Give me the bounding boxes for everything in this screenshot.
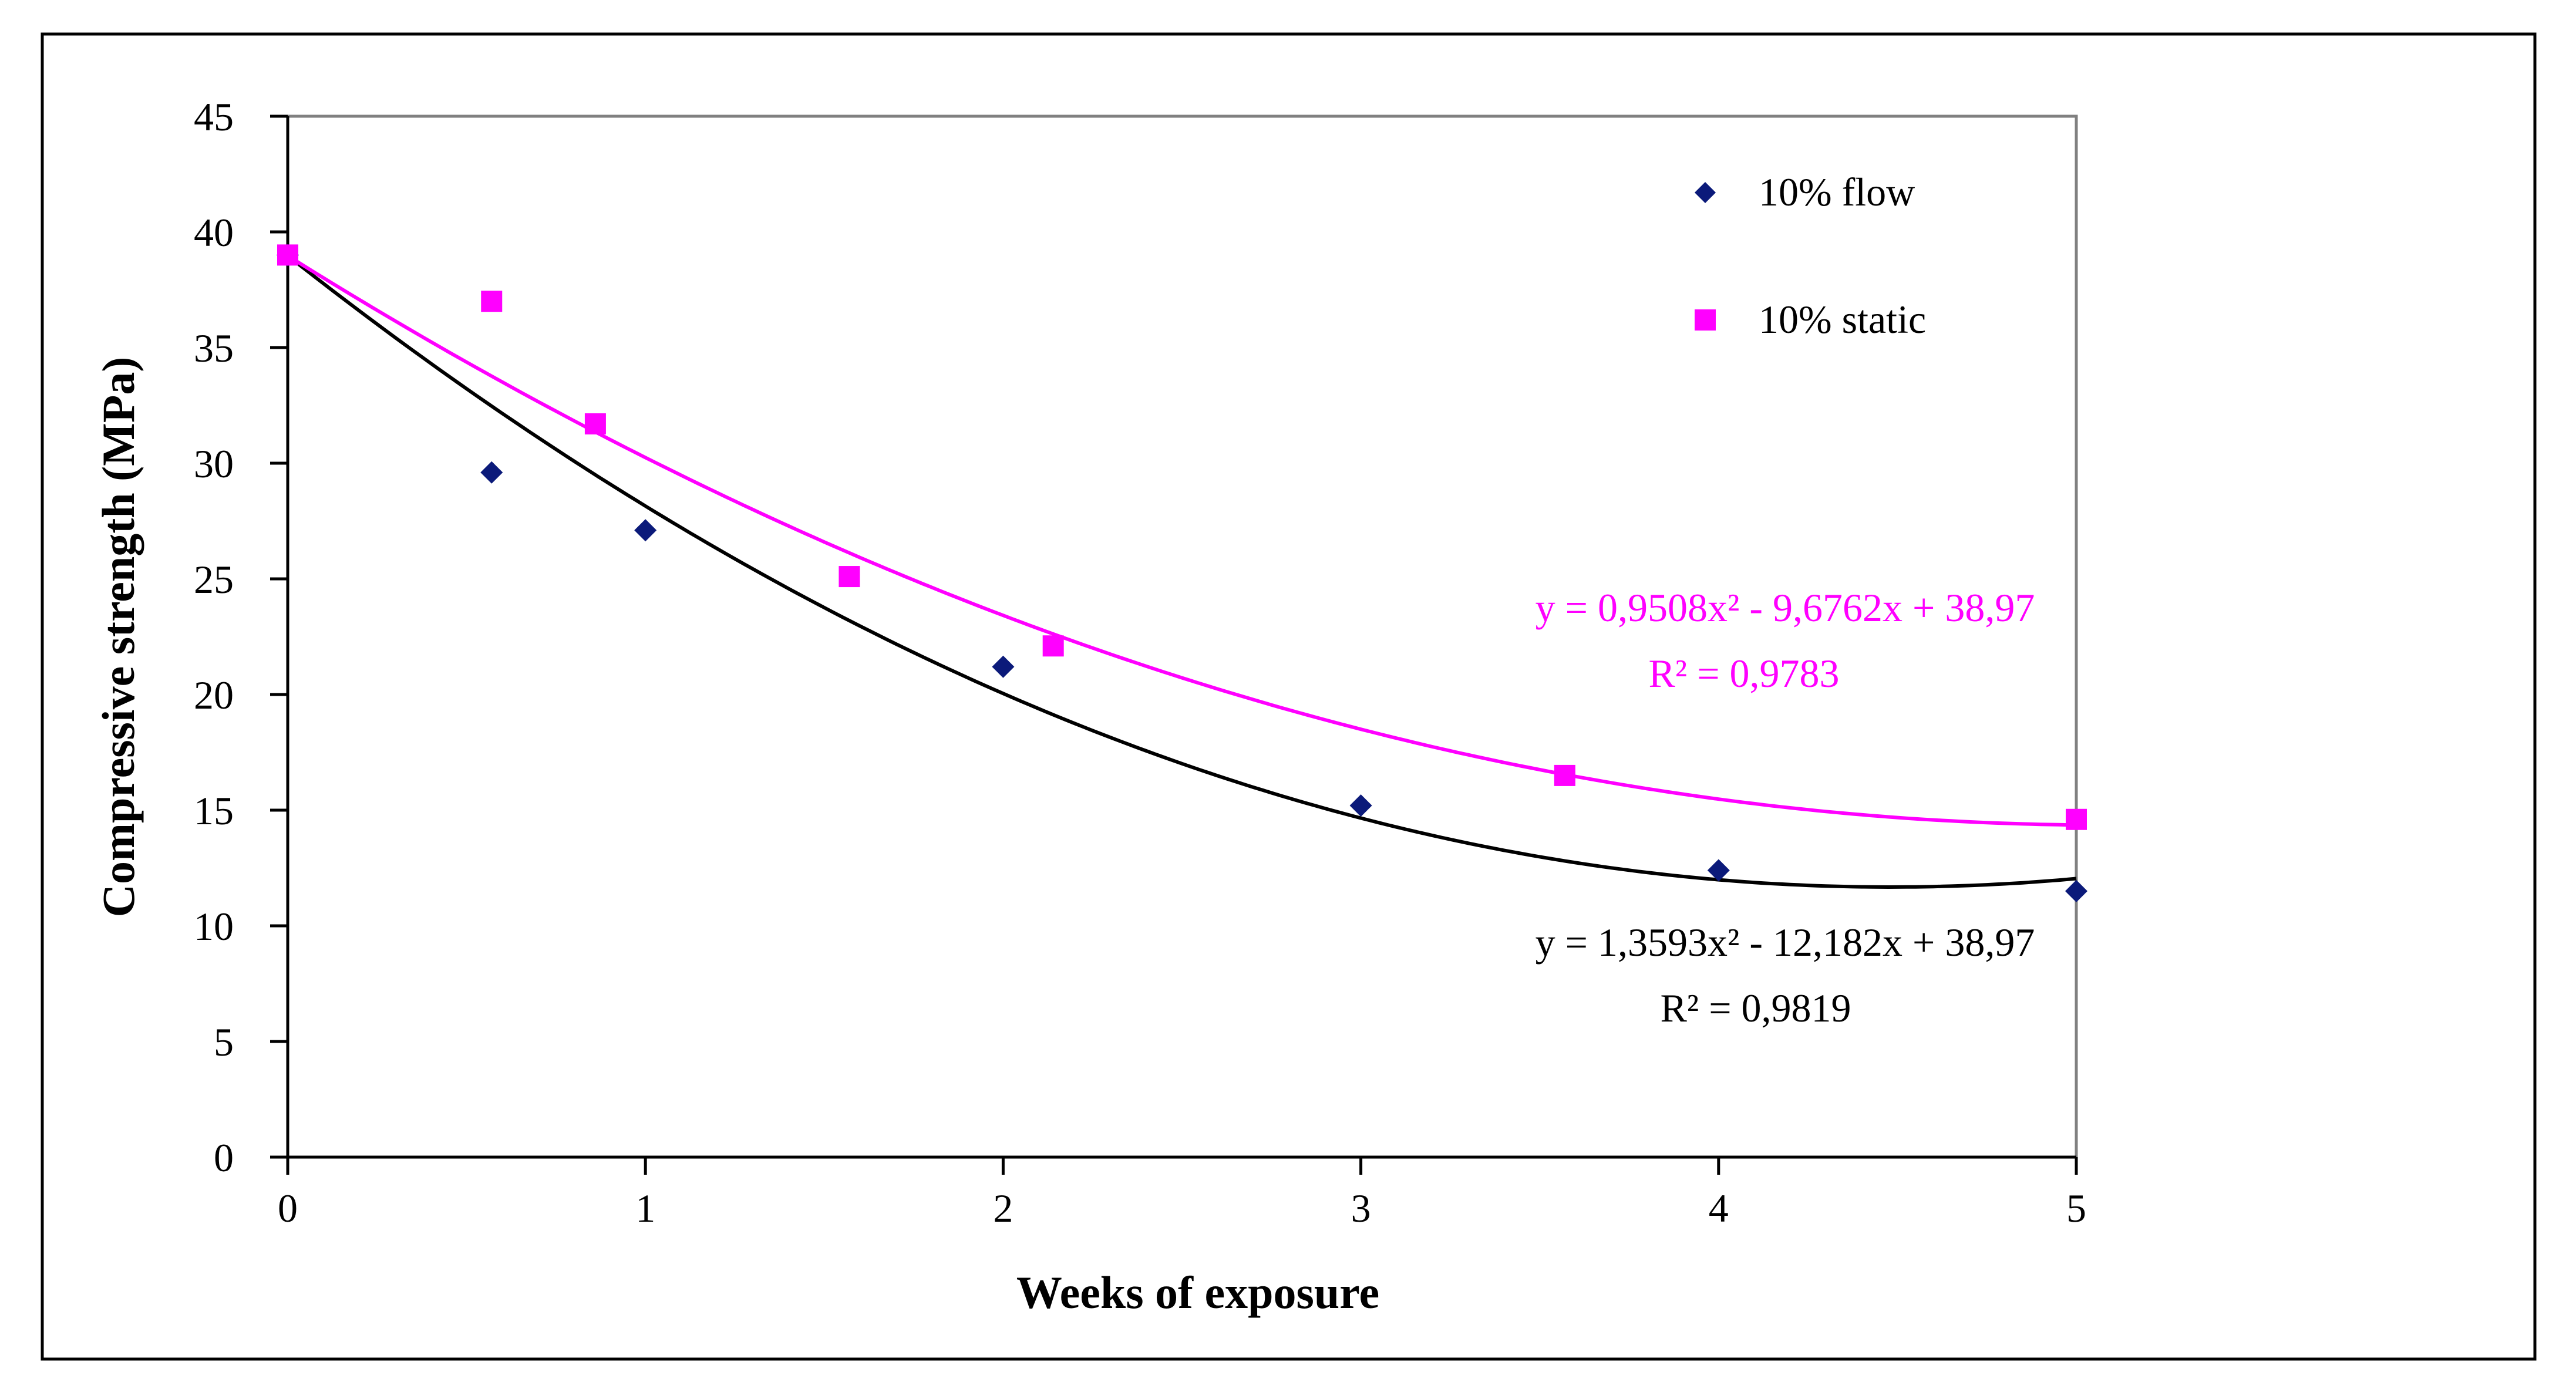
data-point-flow: [2065, 879, 2087, 902]
flow-trend-equation: y = 1,3593x² - 12,182x + 38,97: [1536, 920, 2035, 965]
y-tick-label: 25: [194, 557, 234, 602]
static-trend-equation: y = 0,9508x² - 9,6762x + 38,97: [1536, 585, 2035, 630]
y-axis: 0 5 10 15 20 25 30 35 40 45: [194, 95, 289, 1180]
x-tick-label: 5: [2066, 1186, 2086, 1231]
y-tick-label: 10: [194, 904, 234, 949]
data-point-flow: [992, 655, 1015, 678]
legend-label-flow: 10% flow: [1759, 170, 1915, 214]
data-point-static: [1042, 635, 1064, 657]
x-tick-label: 3: [1351, 1186, 1371, 1231]
legend-label-static: 10% static: [1759, 297, 1926, 342]
data-point-static: [584, 413, 606, 435]
x-tick-label: 4: [1709, 1186, 1729, 1231]
y-tick-label: 35: [194, 326, 234, 370]
x-axis-label: Weeks of exposure: [1016, 1267, 1379, 1318]
y-tick-label: 20: [194, 673, 234, 717]
y-tick-label: 30: [194, 441, 234, 486]
figure-border: [41, 32, 2537, 1361]
data-point-flow: [634, 519, 657, 542]
legend-marker-flow: [1695, 182, 1716, 203]
x-tick-label: 1: [635, 1186, 655, 1231]
flow-trend-r2: R² = 0,9819: [1660, 986, 1851, 1030]
legend: 10% flow 10% static: [1695, 170, 1926, 342]
data-point-static: [839, 566, 860, 588]
y-tick-label: 15: [194, 788, 234, 833]
data-point-static: [277, 244, 298, 266]
x-tick-label: 0: [278, 1186, 298, 1231]
data-point-static: [2066, 808, 2087, 830]
y-tick-label: 45: [194, 95, 234, 139]
data-point-static: [1554, 764, 1575, 786]
data-point-static: [481, 291, 503, 312]
y-axis-label: Compressive strength (MPa): [93, 357, 144, 918]
x-tick-label: 2: [993, 1186, 1013, 1231]
data-point-flow: [1349, 794, 1372, 817]
static-trend-r2: R² = 0,9783: [1648, 651, 1839, 696]
data-point-flow: [480, 461, 503, 484]
y-tick-label: 40: [194, 210, 234, 255]
data-point-flow: [1707, 859, 1730, 882]
x-axis: 0 1 2 3 4 5: [278, 1155, 2086, 1231]
data-markers: [277, 244, 2087, 902]
y-tick-label: 5: [214, 1020, 234, 1064]
y-tick-label: 0: [214, 1135, 234, 1180]
trendline-series-0: [287, 254, 2077, 889]
legend-marker-static: [1695, 309, 1716, 331]
